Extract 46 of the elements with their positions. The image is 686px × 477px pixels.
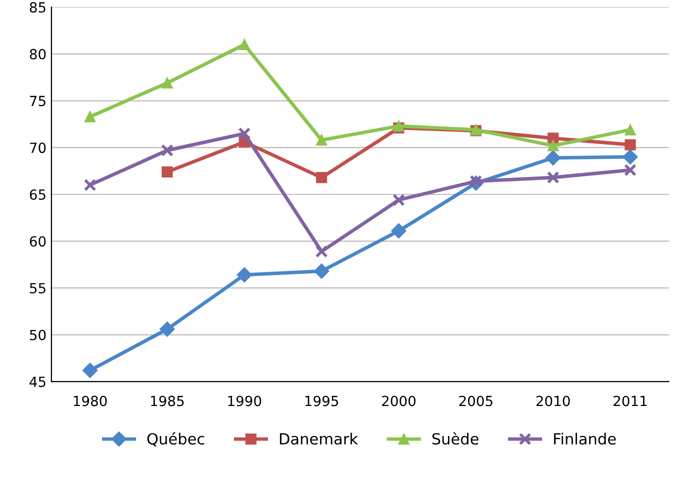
point — [316, 172, 328, 184]
point — [622, 149, 638, 165]
legend-label: Québec — [147, 432, 204, 446]
y-tick-label: 85 — [30, 2, 46, 13]
y-tick-label: 45 — [30, 376, 46, 388]
point — [391, 223, 406, 238]
point — [470, 175, 482, 188]
y-tick-label: 65 — [30, 189, 46, 200]
y-tick-label: 60 — [30, 236, 46, 247]
point — [546, 171, 560, 184]
point — [624, 124, 636, 136]
point — [624, 164, 637, 176]
y-tick-label: 75 — [30, 96, 46, 106]
point — [238, 39, 250, 50]
point — [316, 134, 328, 146]
point — [315, 245, 328, 258]
point — [238, 127, 251, 140]
point — [548, 140, 559, 152]
point — [162, 166, 173, 178]
point — [548, 132, 559, 144]
x-tick-label: 1980 — [74, 396, 107, 406]
point — [162, 77, 173, 89]
legend-label: Danemark — [280, 432, 358, 445]
x-tick-label: 1985 — [151, 396, 184, 406]
point — [84, 178, 96, 192]
x-tick-label: 1995 — [305, 396, 338, 406]
y-tick-label: 70 — [30, 142, 46, 154]
legend-label: Suède — [432, 432, 478, 445]
point — [624, 139, 636, 150]
point — [160, 144, 174, 157]
point — [236, 267, 252, 282]
x-tick-label: 2000 — [382, 396, 416, 406]
point — [392, 194, 405, 206]
x-tick-label: 2011 — [614, 396, 647, 406]
y-tick-label: 50 — [30, 330, 46, 340]
x-tick-label: 2010 — [536, 396, 570, 406]
legend-label: Finlande — [554, 432, 616, 445]
x-tick-label: 1990 — [228, 396, 262, 406]
x-tick-label: 2005 — [459, 396, 492, 406]
point — [84, 111, 96, 122]
y-tick-label: 55 — [30, 283, 46, 294]
point — [82, 362, 98, 378]
point — [314, 264, 330, 279]
point — [546, 150, 561, 166]
point — [160, 322, 175, 337]
y-tick-label: 80 — [30, 48, 46, 60]
